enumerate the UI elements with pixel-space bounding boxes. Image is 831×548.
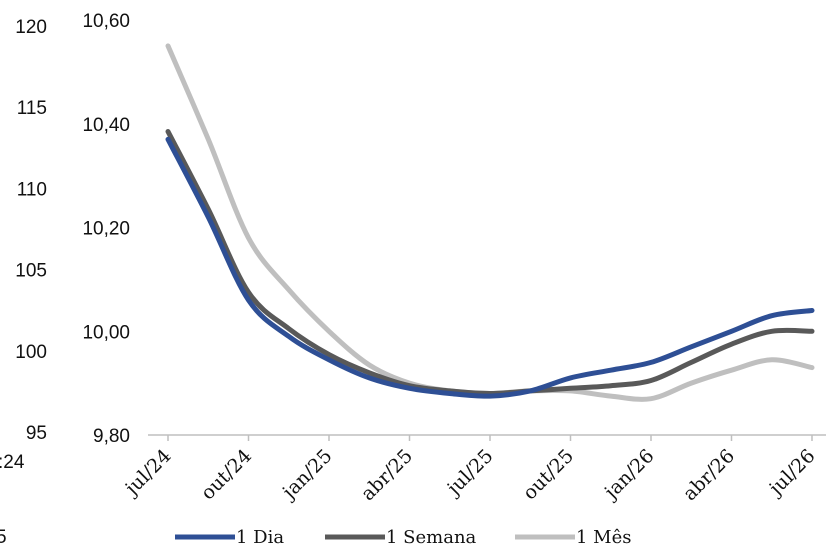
x-tick-label: jul/24: [120, 445, 176, 501]
y-tick-label: 10,40: [82, 115, 130, 136]
x-axis: jul/24 out/24 jan/25 abr/25 jul/25 out/25 jan/…: [120, 435, 820, 505]
left-axis-tick-label: 105: [15, 261, 47, 282]
x-tick-label: jul/26: [764, 445, 820, 501]
x-tick-label: abr/26: [679, 445, 739, 505]
x-tick-label: jan/26: [599, 445, 658, 504]
y-tick-label: 10,60: [82, 11, 130, 32]
legend-label: 1 Mês: [576, 527, 632, 548]
left-axis-tick-label: 110: [17, 179, 47, 200]
y-tick-label: 10,20: [82, 219, 130, 240]
left-axis-fragment: 120 115 110 105 100 95: [15, 17, 47, 444]
stray-text-fragments: :24 5: [0, 452, 25, 548]
left-axis-tick-label: 120: [15, 17, 47, 38]
legend-label: 1 Semana: [386, 527, 477, 548]
y-tick-label: 9,80: [93, 426, 130, 447]
series-line: [165, 43, 815, 402]
series-line: [165, 129, 815, 396]
left-axis-tick-label: 100: [15, 342, 47, 363]
x-tick-label: out/25: [519, 445, 578, 504]
y-axis: 9,80 10,00 10,20 10,40 10,60: [82, 11, 130, 447]
x-tick-label: jan/25: [277, 445, 336, 504]
x-tick-label: abr/25: [357, 445, 417, 505]
x-tick-label: jul/25: [442, 445, 498, 501]
left-axis-tick-label: 115: [17, 98, 47, 119]
series-line: [165, 136, 815, 399]
legend-label: 1 Dia: [236, 527, 284, 548]
x-tick-label: out/24: [197, 445, 256, 504]
legend: 1 Dia 1 Semana 1 Mês: [175, 527, 632, 548]
stray-text: :24: [0, 452, 25, 473]
left-axis-tick-label: 95: [26, 423, 47, 444]
stray-text: 5: [0, 527, 7, 548]
series-lines: [165, 43, 815, 402]
y-tick-label: 10,00: [82, 322, 130, 343]
